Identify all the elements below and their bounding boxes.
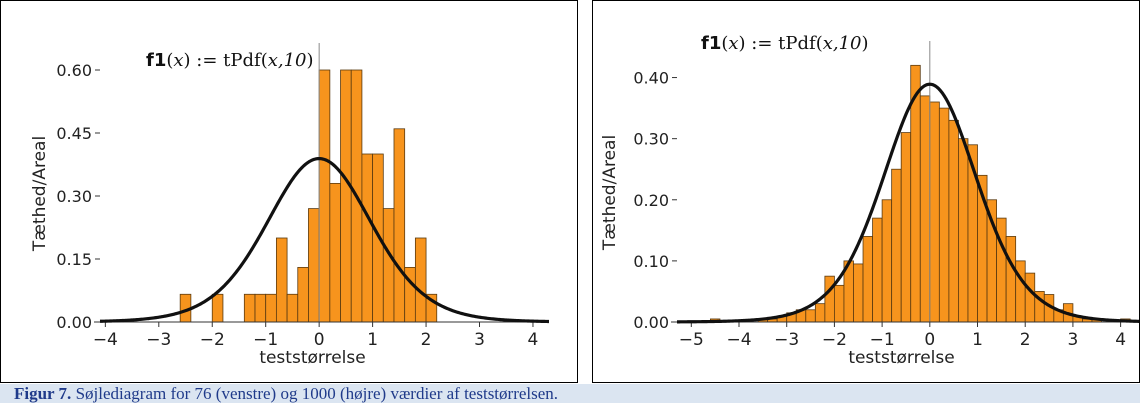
histogram-bar xyxy=(382,208,395,323)
y-tick-label: 0.00 xyxy=(56,313,92,332)
y-axis-label: Tæthed/Areal xyxy=(30,136,50,252)
x-tick-label: −2 xyxy=(200,330,225,350)
x-tick-label: 1 xyxy=(972,330,983,350)
histogram-bar xyxy=(853,263,864,323)
x-tick-label: 0 xyxy=(314,330,325,350)
x-tick-label: −3 xyxy=(774,330,799,350)
histogram-bar xyxy=(1024,272,1036,323)
histogram-chart-left: 0.00 0.15 0.30 0.45 0.60 −4 −3 −2 −1 0 1 2 3 4 teststø… xyxy=(30,43,550,368)
x-tick-label: 4 xyxy=(528,330,539,350)
histogram-chart-right: 0.00 0.10 0.20 0.30 0.40 −5 −4 −3 −2 −1 0 1 2 3 4 tests… xyxy=(600,33,1139,368)
x-tick-label: −4 xyxy=(93,330,118,350)
histogram-bar xyxy=(308,208,320,323)
histogram-bar xyxy=(275,237,288,323)
histogram-bar xyxy=(414,237,427,323)
histogram-bar xyxy=(265,293,277,323)
histogram-bar xyxy=(1015,260,1026,323)
formula-annotation: f1(x) := tPdf(x,10) xyxy=(146,50,314,71)
y-tick-label: 0.10 xyxy=(633,252,669,271)
x-tick-label: −2 xyxy=(822,330,847,350)
y-tick-label: 0.60 xyxy=(56,61,92,80)
y-tick-label: 0.30 xyxy=(633,130,669,149)
x-tick-label: 1 xyxy=(367,330,378,350)
y-axis-label: Tæthed/Areal xyxy=(600,135,620,251)
histogram-bar xyxy=(938,107,950,323)
histogram-bar xyxy=(211,293,224,323)
histogram-bar xyxy=(958,138,969,323)
bar-group xyxy=(709,64,1131,323)
histogram-bar xyxy=(900,132,912,323)
chart-panel-right: 0.00 0.10 0.20 0.30 0.40 −5 −4 −3 −2 −1 0 1 2 3 4 tests… xyxy=(592,0,1140,383)
histogram-bar xyxy=(814,303,826,323)
histogram-bar xyxy=(834,284,845,323)
formula-annotation: f1(x) := tPdf(x,10) xyxy=(701,33,869,54)
histogram-bar xyxy=(805,309,816,323)
histogram-bar xyxy=(329,182,341,323)
histogram-bar xyxy=(891,168,902,323)
x-tick-label: −5 xyxy=(679,330,704,350)
tpdf-curve xyxy=(99,156,550,324)
histogram-bar xyxy=(243,293,256,323)
histogram-bar xyxy=(881,199,893,323)
histogram-bar xyxy=(1005,236,1017,323)
figure-caption: Figur 7. Søjlediagram for 76 (venstre) o… xyxy=(0,384,1140,403)
histogram-bar xyxy=(929,101,940,323)
histogram-bar xyxy=(361,153,374,323)
y-tick-label: 0.15 xyxy=(56,250,92,269)
x-tick-label: −1 xyxy=(253,330,278,350)
caption-text: Søjlediagram for 76 (venstre) og 1000 (h… xyxy=(75,384,559,403)
histogram-bar xyxy=(919,95,931,323)
bar-group xyxy=(179,69,438,323)
x-tick-label: 2 xyxy=(421,330,432,350)
histogram-bar xyxy=(862,236,873,323)
x-tick-label: 4 xyxy=(1115,330,1126,350)
x-tick-label: 2 xyxy=(1020,330,1031,350)
histogram-bar xyxy=(286,293,299,323)
histogram-bar xyxy=(254,293,267,323)
x-axis-label: teststørrelse xyxy=(259,348,365,368)
chart-panel-left: 0.00 0.15 0.30 0.45 0.60 −4 −3 −2 −1 0 1 2 3 4 teststø… xyxy=(0,0,578,383)
y-tick-label: 0.40 xyxy=(633,69,669,88)
y-tick-label: 0.20 xyxy=(633,191,669,210)
x-tick-label: 3 xyxy=(474,330,485,350)
x-tick-label: 0 xyxy=(924,330,935,350)
histogram-bar xyxy=(393,128,406,323)
x-tick-label: −1 xyxy=(870,330,895,350)
x-tick-label: 3 xyxy=(1067,330,1078,350)
histogram-bar xyxy=(340,69,352,323)
histogram-bar xyxy=(318,69,331,323)
figure-table: 0.00 0.15 0.30 0.45 0.60 −4 −3 −2 −1 0 1 2 3 4 teststø… xyxy=(0,0,1140,383)
histogram-bar xyxy=(948,119,959,323)
x-axis-label: teststørrelse xyxy=(848,348,954,368)
tpdf-curve xyxy=(676,82,1139,324)
histogram-bar xyxy=(297,266,309,323)
caption-label: Figur 7. xyxy=(14,384,72,403)
histogram-bar xyxy=(824,275,835,323)
y-tick-label: 0.30 xyxy=(56,187,92,206)
x-tick-label: −3 xyxy=(146,330,171,350)
histogram-bar xyxy=(872,217,883,323)
y-tick-label: 0.45 xyxy=(56,124,92,143)
y-tick-label: 0.00 xyxy=(633,313,669,332)
x-tick-label: −4 xyxy=(726,330,751,350)
